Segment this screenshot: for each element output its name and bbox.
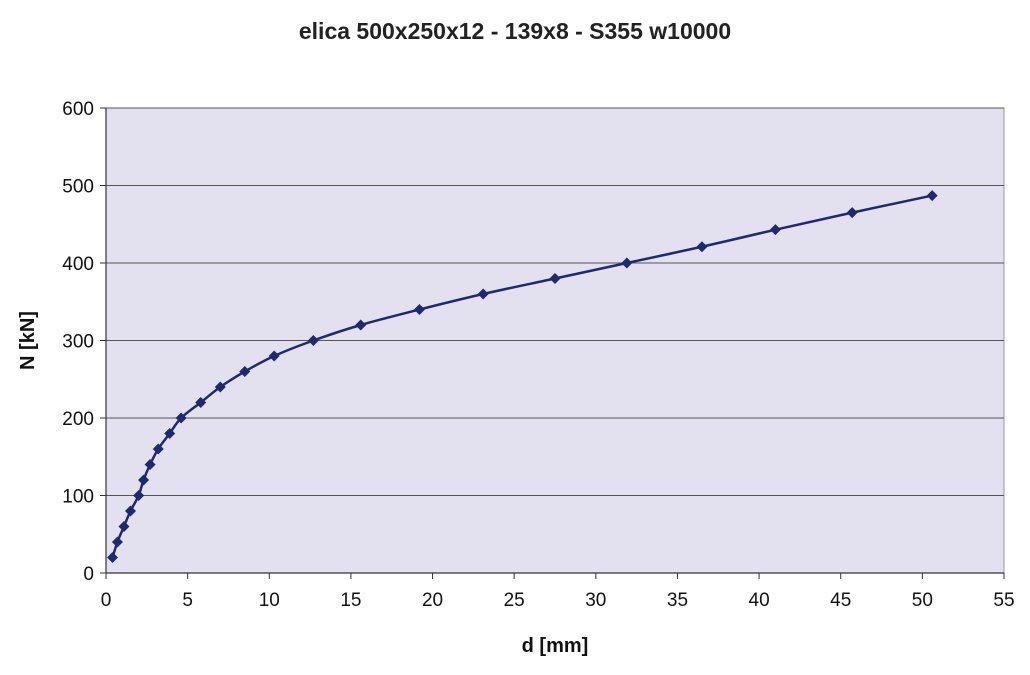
y-tick-label-400: 400 (62, 254, 94, 275)
y-tick-label-0: 0 (83, 564, 94, 585)
chart-title: elica 500x250x12 - 139x8 - S355 w10000 (298, 18, 732, 44)
data-point-5 (138, 474, 150, 486)
y-tick-label-200: 200 (62, 409, 94, 430)
data-point-19 (621, 257, 633, 269)
y-tick-label-100: 100 (62, 487, 94, 508)
x-tick-label-35: 35 (667, 590, 688, 611)
x-axis-title: d [mm] (522, 635, 589, 657)
data-point-7 (152, 443, 164, 455)
x-tick-label-50: 50 (912, 590, 933, 611)
data-point-20 (696, 241, 708, 253)
x-tick-label-30: 30 (585, 590, 606, 611)
x-tick-label-20: 20 (422, 590, 443, 611)
x-tick-label-40: 40 (749, 590, 770, 611)
y-tick-label-500: 500 (62, 177, 94, 198)
axes (100, 107, 1005, 579)
x-tick-label-25: 25 (504, 590, 525, 611)
x-tick-label-15: 15 (340, 590, 361, 611)
data-point-2 (118, 521, 130, 532)
data-point-1 (111, 536, 123, 548)
y-tick-label-600: 600 (62, 99, 94, 120)
data-point-15 (355, 319, 367, 331)
data-point-14 (307, 335, 319, 346)
data-point-12 (239, 366, 251, 377)
y-axis-title: N [kN] (17, 311, 39, 370)
data-point-17 (477, 288, 489, 300)
gridlines (106, 107, 1004, 496)
data-point-16 (413, 304, 425, 315)
data-point-0 (107, 552, 119, 563)
data-point-10 (195, 397, 207, 408)
x-tick-label-5: 5 (182, 590, 193, 611)
data-point-21 (769, 224, 781, 236)
data-point-9 (175, 412, 187, 424)
data-point-13 (268, 350, 280, 362)
data-point-3 (124, 505, 136, 517)
data-point-18 (549, 273, 561, 284)
x-tick-label-45: 45 (830, 590, 851, 611)
y-tick-label-300: 300 (62, 332, 94, 353)
x-tick-label-0: 0 (101, 590, 112, 611)
tick-labels: 0 100 200 300 400 500 600 0 5 10 15 20 25 30 35 40 45 50 5… (62, 99, 1014, 611)
data-point-4 (133, 490, 145, 501)
data-point-11 (214, 381, 226, 393)
data-markers (107, 190, 938, 563)
x-tick-label-10: 10 (259, 590, 280, 611)
data-point-22 (846, 207, 858, 219)
data-point-6 (144, 459, 156, 470)
data-point-23 (926, 190, 938, 202)
x-tick-label-55: 55 (993, 590, 1014, 611)
data-point-8 (164, 428, 176, 439)
